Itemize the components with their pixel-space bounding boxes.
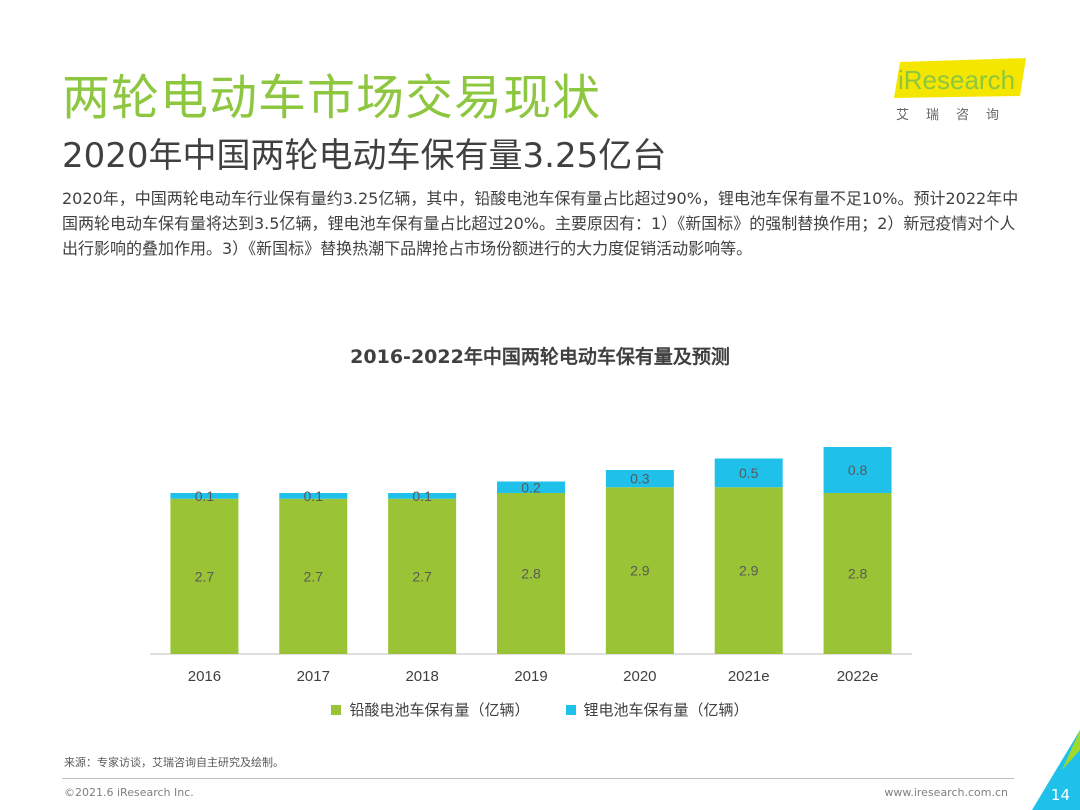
- bar-lithium-2022e: [823, 447, 892, 493]
- page-number: 14: [1050, 786, 1070, 804]
- bar-lithium-2017: [279, 493, 348, 499]
- bar-lead-acid-2018: [388, 498, 457, 654]
- legend-label-lithium: 锂电池车保有量（亿辆）: [583, 701, 749, 719]
- bar-lithium-2020: [605, 470, 674, 488]
- bar-lithium-2016: [170, 493, 239, 499]
- legend-swatch-lead-acid: [331, 704, 342, 715]
- iresearch-logo: iResearch 艾瑞咨询: [890, 56, 1030, 126]
- bar-lead-acid-2021e: [714, 487, 783, 654]
- data-label-lithium-2019: 0.2: [521, 479, 541, 495]
- x-tick-label-2019: 2019: [514, 668, 547, 685]
- logo-chinese-name: 艾瑞咨询: [896, 108, 1017, 123]
- data-label-lead-acid-2020: 2.9: [630, 563, 650, 579]
- source-note: 来源：专家访谈，艾瑞咨询自主研究及绘制。: [64, 756, 284, 769]
- data-label-lithium-2016: 0.1: [195, 488, 215, 504]
- bar-lead-acid-2022e: [823, 493, 892, 654]
- x-tick-label-2022e: 2022e: [837, 668, 879, 685]
- iresearch-logo-mark: iResearch: [894, 58, 1026, 98]
- chart-title: 2016-2022年中国两轮电动车保有量及预测: [350, 346, 730, 368]
- x-tick-label-2016: 2016: [188, 668, 221, 685]
- footer-divider: [62, 778, 1014, 779]
- x-tick-label-2018: 2018: [405, 668, 438, 685]
- page-subtitle: 2020年中国两轮电动车保有量3.25亿台: [62, 136, 667, 176]
- data-label-lithium-2017: 0.1: [304, 488, 324, 504]
- bar-lithium-2021e: [714, 458, 783, 488]
- summary-paragraph: 2020年，中国两轮电动车行业保有量约3.25亿辆，其中，铅酸电池车保有量占比超…: [62, 189, 1019, 258]
- bar-lithium-2018: [388, 493, 457, 499]
- data-label-lead-acid-2017: 2.7: [304, 568, 324, 584]
- bar-lithium-2019: [497, 481, 565, 493]
- data-label-lithium-2020: 0.3: [630, 471, 650, 487]
- bar-lead-acid-2017: [279, 498, 348, 654]
- legend-item-lithium: 锂电池车保有量（亿辆）: [565, 699, 749, 720]
- corner-accent: [1032, 730, 1080, 810]
- copyright-text: ©2021.6 iResearch Inc.: [64, 786, 194, 799]
- chart-legend: 铅酸电池车保有量（亿辆） 锂电池车保有量（亿辆）: [0, 699, 1080, 720]
- data-label-lead-acid-2016: 2.7: [195, 568, 215, 584]
- x-tick-label-2017: 2017: [297, 668, 330, 685]
- x-tick-label-2021e: 2021e: [728, 668, 770, 685]
- bar-lead-acid-2020: [605, 487, 674, 654]
- legend-swatch-lithium: [565, 704, 576, 715]
- page-title: 两轮电动车市场交易现状: [62, 70, 602, 126]
- logo-wordmark: iResearch: [898, 65, 1015, 95]
- bar-lead-acid-2016: [170, 498, 239, 654]
- data-label-lithium-2018: 0.1: [412, 488, 432, 504]
- data-label-lead-acid-2018: 2.7: [412, 568, 432, 584]
- data-label-lithium-2021e: 0.5: [739, 465, 759, 481]
- website-link[interactable]: www.iresearch.com.cn: [884, 786, 1008, 799]
- data-label-lead-acid-2019: 2.8: [521, 566, 541, 582]
- data-label-lithium-2022e: 0.8: [848, 462, 868, 478]
- stacked-bar-chart: 2.7 0.1 2016 2.7 0.1 2017 2.7 0.1 2018 2.8 0.2 2019…: [150, 447, 912, 685]
- data-label-lead-acid-2021e: 2.9: [739, 563, 759, 579]
- bar-lead-acid-2019: [497, 493, 565, 654]
- legend-item-lead-acid: 铅酸电池车保有量（亿辆）: [331, 699, 530, 720]
- x-tick-label-2020: 2020: [623, 668, 656, 685]
- data-label-lead-acid-2022e: 2.8: [848, 566, 868, 582]
- legend-label-lead-acid: 铅酸电池车保有量（亿辆）: [349, 701, 530, 719]
